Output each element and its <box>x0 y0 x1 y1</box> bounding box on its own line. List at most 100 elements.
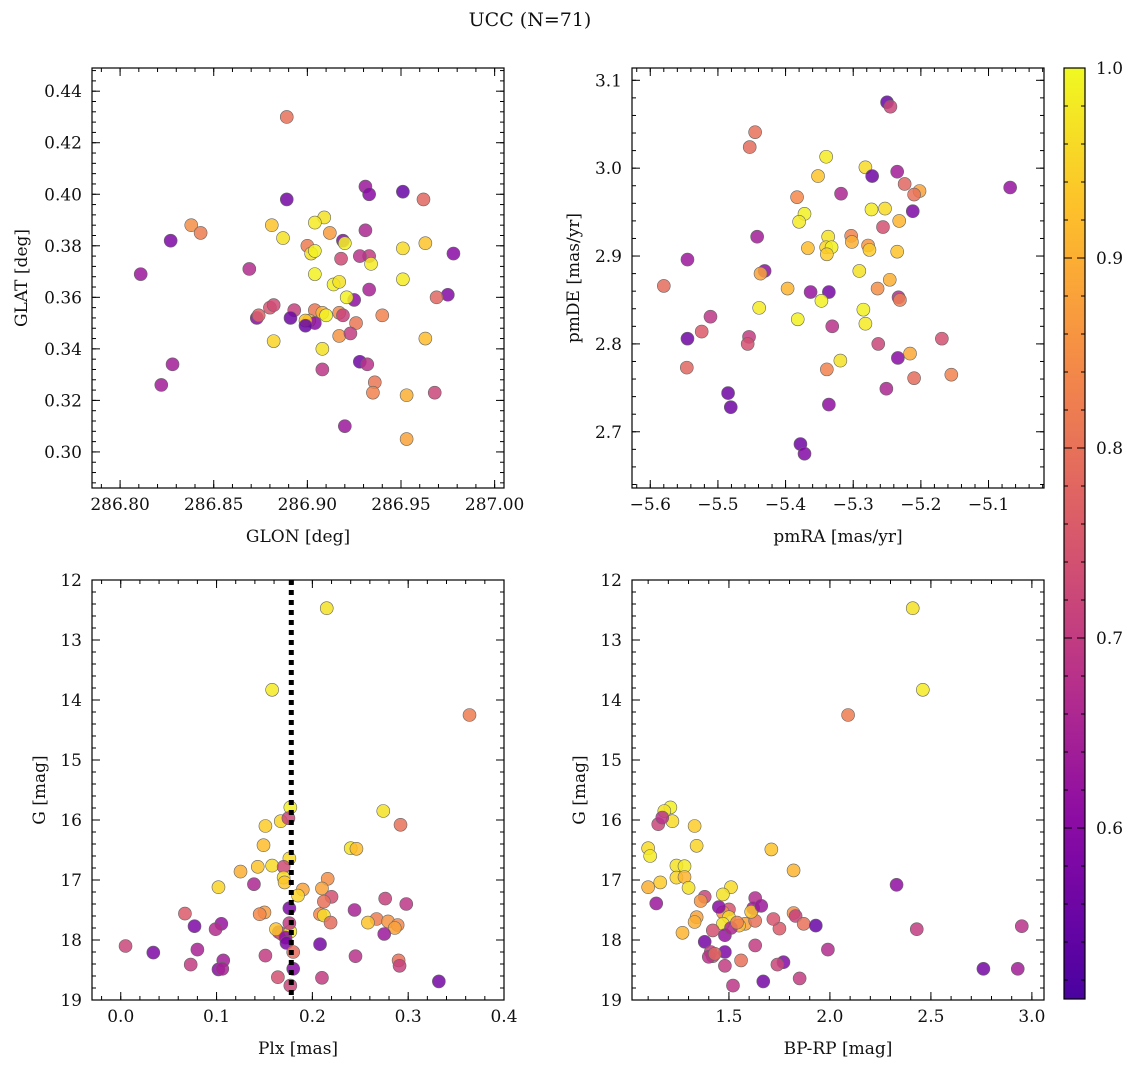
y-tick-label: 0.30 <box>44 443 82 463</box>
data-point <box>315 970 329 985</box>
data-point <box>786 863 801 878</box>
data-point <box>338 236 352 251</box>
x-axis-label: GLON [deg] <box>246 527 350 547</box>
data-point <box>891 351 905 365</box>
data-point <box>291 888 305 903</box>
y-tick-label: 0.36 <box>44 288 82 308</box>
panel-bprp-g: 1.5 2.0 2.5 3.0 12 13 14 15 16 17 18 19 BP-RP [mag] G… <box>570 571 1045 1059</box>
y-tick-label: 15 <box>60 751 82 771</box>
data-point <box>693 894 708 908</box>
data-point <box>446 246 461 261</box>
data-point <box>680 331 695 346</box>
data-point <box>133 267 148 281</box>
data-point <box>890 164 905 179</box>
x-tick-label: 286.90 <box>278 495 337 515</box>
axes-frame <box>91 579 505 1001</box>
x-axis-label: pmRA [mas/yr] <box>773 527 902 547</box>
data-point <box>864 202 879 217</box>
data-point <box>748 125 762 139</box>
data-point <box>252 907 267 922</box>
data-point <box>265 858 279 873</box>
data-point <box>378 891 392 906</box>
data-point <box>726 978 740 993</box>
data-point <box>323 915 338 930</box>
data-point <box>146 945 161 960</box>
x-tick-label: 3.0 <box>1018 1007 1045 1027</box>
x-tick-label: 0.2 <box>299 1007 326 1027</box>
data-point <box>308 267 322 281</box>
data-point <box>878 201 892 216</box>
data-point <box>721 386 735 400</box>
panel-plx-g: 0.0 0.1 0.2 0.3 0.4 12 13 14 15 16 17 18 19 Plx [mas]… <box>30 571 518 1059</box>
points-glon-glat <box>133 110 461 446</box>
data-point <box>308 244 322 258</box>
data-point <box>870 281 885 296</box>
data-point <box>876 220 890 234</box>
data-point <box>276 231 290 245</box>
data-point <box>258 948 273 963</box>
data-point <box>317 894 331 909</box>
y-tick-label: 0.44 <box>44 82 82 102</box>
data-point <box>416 192 431 207</box>
data-point <box>271 970 285 985</box>
data-point <box>163 233 178 248</box>
y-tick-label: 3.0 <box>595 159 622 179</box>
data-point <box>247 877 261 892</box>
x-tick-label: 1.5 <box>715 1007 742 1027</box>
data-point <box>772 921 787 936</box>
data-point <box>833 353 848 368</box>
data-point <box>705 923 720 938</box>
data-point <box>279 192 294 207</box>
y-tick-label: 18 <box>600 931 622 951</box>
data-point <box>905 601 920 616</box>
y-axis-label: G [mag] <box>570 755 590 824</box>
y-tick-label: 12 <box>600 571 622 591</box>
y-tick-label: 2.9 <box>595 247 622 267</box>
data-point <box>935 331 949 346</box>
data-point <box>362 282 376 297</box>
data-point <box>399 897 414 911</box>
data-point <box>742 140 757 154</box>
points-plx-g <box>118 601 477 993</box>
y-tick-label: 17 <box>60 871 82 891</box>
data-point <box>339 290 354 305</box>
y-tick-label: 3.1 <box>595 71 622 91</box>
y-tick-label: 13 <box>60 631 82 651</box>
data-point <box>418 331 433 346</box>
colorbar: 0.6 0.7 0.8 0.9 1.0 <box>1063 59 1123 1000</box>
data-point <box>429 290 444 305</box>
data-point <box>814 294 829 308</box>
data-point <box>766 912 781 926</box>
data-point <box>712 900 726 914</box>
data-point <box>641 880 655 895</box>
data-point <box>393 817 408 832</box>
figure-title: UCC (N=71) <box>469 9 592 31</box>
x-tick-label: 286.80 <box>90 495 149 515</box>
data-point <box>190 942 205 957</box>
data-point <box>338 419 352 433</box>
x-tick-label: −5.6 <box>630 495 671 515</box>
x-tick-label: 2.5 <box>917 1007 944 1027</box>
data-point <box>744 904 758 919</box>
data-point <box>889 877 904 892</box>
x-axis-label: BP-RP [mag] <box>784 1039 893 1059</box>
data-point <box>820 247 834 262</box>
y-tick-label: 16 <box>600 811 622 831</box>
axes-frame <box>631 579 1045 1001</box>
data-point <box>399 432 414 446</box>
y-tick-label: 0.34 <box>44 340 82 360</box>
data-point <box>865 169 879 183</box>
data-point <box>323 226 337 240</box>
x-tick-label: 0.0 <box>107 1007 134 1027</box>
data-point <box>215 961 230 976</box>
data-point <box>905 204 920 219</box>
data-point <box>334 251 348 266</box>
data-point <box>165 357 180 372</box>
data-point <box>269 922 283 937</box>
data-point <box>862 243 877 257</box>
data-point <box>723 400 738 414</box>
data-point <box>375 308 390 323</box>
data-point <box>266 298 281 312</box>
data-point <box>283 311 298 325</box>
panel-pm: −5.6 −5.5 −5.4 −5.3 −5.2 −5.1 2.7 2.8 2.9 3.0 3.1 p… <box>564 67 1045 547</box>
